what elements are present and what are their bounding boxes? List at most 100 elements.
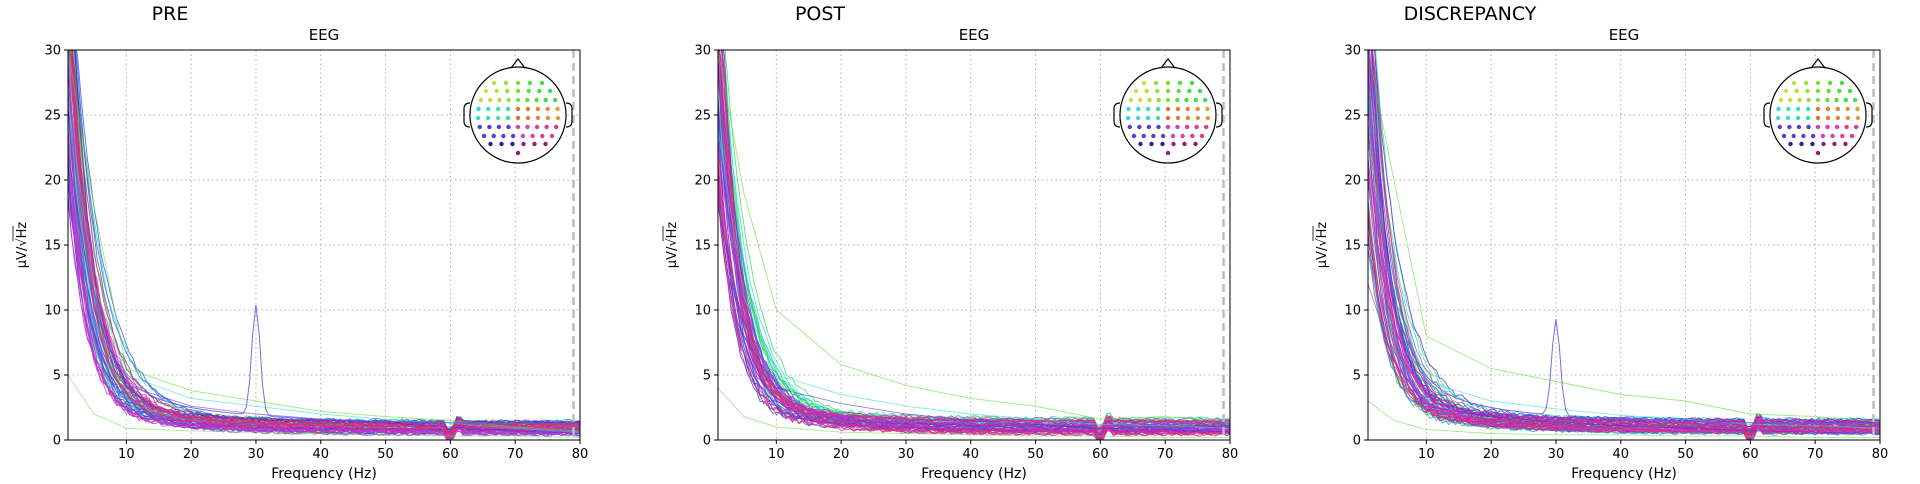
x-tick-label: 70 bbox=[1807, 447, 1824, 462]
channel-trace bbox=[722, 50, 1230, 430]
electrode-dot bbox=[1775, 115, 1781, 121]
electrode-dot bbox=[530, 133, 535, 139]
channel-trace bbox=[68, 157, 580, 439]
electrode-dot bbox=[1852, 97, 1858, 103]
electrode-dot bbox=[1805, 115, 1811, 121]
electrode-dot bbox=[1810, 133, 1816, 139]
electrode-dot bbox=[1815, 88, 1821, 94]
electrode-dot bbox=[1205, 106, 1210, 112]
electrode-dot bbox=[1796, 106, 1801, 112]
electrode-dot bbox=[1776, 106, 1781, 112]
electrode-dot bbox=[525, 106, 531, 112]
electrode-dot bbox=[1155, 88, 1160, 94]
electrode-dot bbox=[1834, 97, 1839, 103]
y-tick-label: 0 bbox=[53, 434, 61, 449]
electrode-dot bbox=[535, 115, 541, 121]
electrode-dot bbox=[1844, 124, 1849, 130]
electrode-dot bbox=[1820, 133, 1826, 139]
channel-trace bbox=[1368, 129, 1880, 437]
left-ear-shape bbox=[1763, 102, 1771, 128]
x-axis-label: Frequency (Hz) bbox=[921, 466, 1027, 480]
electrode-dot bbox=[525, 97, 530, 103]
electrode-dot bbox=[1165, 115, 1171, 121]
electrode-dot bbox=[506, 97, 511, 103]
electrode-dot bbox=[495, 115, 501, 121]
electrode-dot bbox=[1785, 115, 1791, 121]
electrode-dot bbox=[1805, 88, 1810, 94]
y-axis-label: µV/√Hz bbox=[665, 222, 680, 269]
electrode-dot bbox=[1827, 80, 1833, 86]
electrode-dot bbox=[1165, 88, 1171, 94]
electrode-dot bbox=[1199, 133, 1205, 139]
electrode-dot bbox=[1194, 124, 1199, 130]
panel-label: POST bbox=[795, 3, 845, 25]
y-tick-label: 0 bbox=[703, 434, 711, 449]
x-tick-label: 20 bbox=[183, 447, 200, 462]
electrode-dot bbox=[1195, 106, 1200, 112]
electrode-dot bbox=[491, 133, 496, 139]
y-tick-label: 25 bbox=[44, 109, 61, 124]
y-tick-label: 10 bbox=[1344, 304, 1361, 319]
x-tick-label: 80 bbox=[572, 447, 589, 462]
electrode-dot bbox=[1165, 124, 1171, 130]
electrode-dot bbox=[1825, 124, 1830, 130]
electrode-dot bbox=[1855, 115, 1861, 121]
electrode-dot bbox=[535, 106, 540, 112]
electrode-dot bbox=[1165, 80, 1171, 86]
electrode-dot bbox=[1832, 141, 1837, 147]
axes-title: EEG bbox=[309, 26, 340, 44]
electrode-dot bbox=[1128, 97, 1134, 103]
electrode-dot bbox=[1854, 124, 1859, 130]
electrode-dot bbox=[1182, 141, 1187, 147]
electrode-dot bbox=[1815, 150, 1821, 156]
right-ear-shape bbox=[1215, 102, 1223, 128]
electrode-dot bbox=[1821, 141, 1826, 147]
electrode-dot bbox=[545, 106, 550, 112]
electrode-dot bbox=[510, 141, 515, 147]
electrode-dot bbox=[1189, 80, 1195, 86]
electrode-dot bbox=[1190, 133, 1195, 139]
electrode-dot bbox=[1835, 115, 1841, 121]
electrode-dot bbox=[1126, 106, 1131, 112]
electrode-dot bbox=[1205, 115, 1211, 121]
electrode-dot bbox=[1835, 106, 1841, 112]
electrode-dot bbox=[1796, 124, 1802, 130]
y-tick-label: 5 bbox=[1353, 369, 1361, 384]
electrode-dot bbox=[1825, 106, 1831, 112]
electrode-dot bbox=[1153, 80, 1159, 86]
channel-trace bbox=[68, 130, 580, 440]
electrode-dot bbox=[496, 124, 502, 130]
summary-trace bbox=[718, 387, 1230, 438]
channel-trace bbox=[68, 130, 580, 440]
electrode-dot bbox=[1810, 141, 1815, 147]
electrode-dot bbox=[1834, 124, 1840, 130]
electrode-dot bbox=[515, 80, 521, 86]
summary-trace bbox=[1368, 283, 1880, 434]
electrode-dot bbox=[515, 115, 521, 121]
electrode-dot bbox=[1165, 106, 1171, 112]
electrode-dot bbox=[1180, 133, 1185, 139]
channel-traces bbox=[1368, 50, 1880, 440]
electrode-dot bbox=[1175, 106, 1181, 112]
channel-trace bbox=[718, 50, 1230, 437]
nose-shape bbox=[1810, 58, 1826, 69]
electrode-dot bbox=[486, 106, 491, 112]
y-axis-label: µV/√Hz bbox=[15, 222, 30, 269]
electrode-dot bbox=[539, 80, 545, 86]
summary-trace bbox=[68, 101, 580, 433]
electrode-dot bbox=[521, 141, 526, 147]
electrode-dot bbox=[1843, 97, 1849, 103]
electrode-dot bbox=[1175, 97, 1180, 103]
electrode-dot bbox=[1815, 115, 1821, 121]
electrode-dot bbox=[547, 88, 553, 94]
y-tick-label: 25 bbox=[1344, 109, 1361, 124]
electrode-dot bbox=[1155, 115, 1161, 121]
electrode-dot bbox=[1825, 97, 1830, 103]
channel-trace bbox=[68, 61, 580, 438]
right-ear-shape bbox=[1865, 102, 1873, 128]
electrode-dot bbox=[1843, 141, 1848, 147]
electrode-dot bbox=[488, 141, 493, 147]
electrode-dot bbox=[515, 150, 521, 156]
y-tick-label: 5 bbox=[703, 369, 711, 384]
electrode-dot bbox=[534, 124, 540, 130]
